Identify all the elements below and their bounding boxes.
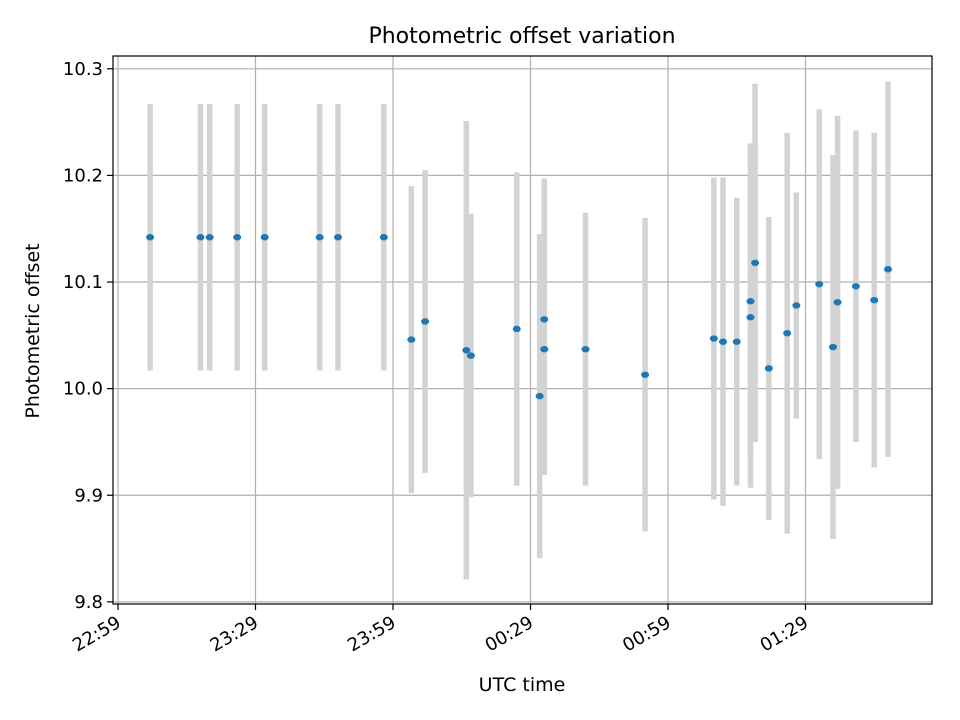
data-point [764,365,773,372]
data-point [146,234,155,241]
data-point [466,352,475,359]
y-tick-label: 10.1 [63,272,103,293]
data-point [540,316,549,323]
y-axis-ticks: 9.8 9.9 10.0 10.1 10.2 10.3 [63,59,113,613]
plot-frame [112,55,933,605]
data-point [512,325,521,333]
data-point [233,234,242,241]
x-tick-label: 01:29 [757,612,812,656]
x-tick-label: 23:29 [207,612,262,656]
data-point [719,338,727,345]
y-tick-label: 9.8 [74,592,103,613]
data-point [260,234,269,241]
data-point [535,392,544,400]
data-point [462,347,471,354]
data-point [870,296,879,304]
data-point [815,280,824,288]
data-point [709,335,718,342]
x-tick-label: 22:59 [69,612,124,656]
data-point [746,298,755,305]
y-tick-label: 10.3 [63,59,103,80]
data-point [407,336,416,343]
data-point [792,302,801,309]
data-point [315,234,324,241]
x-axis-ticks: 22:59 23:29 23:59 00:29 00:59 01:29 [69,604,812,656]
y-tick-label: 9.9 [74,485,103,506]
data-point [829,343,837,351]
data-point [540,345,549,353]
y-tick-label: 10.2 [63,165,103,186]
data-point [379,234,388,241]
x-tick-label: 23:59 [344,612,399,656]
data-point [833,299,842,306]
data-point [746,314,755,321]
data-point [641,371,650,378]
chart-title: Photometric offset variation [368,24,675,49]
data-point [205,234,214,241]
data-point [884,266,892,273]
y-tick-label: 10.0 [63,379,103,400]
data-point [196,234,205,241]
data-points [146,234,892,400]
data-point [581,345,590,353]
y-axis-label: Photometric offset [22,243,44,418]
x-tick-label: 00:29 [482,612,537,656]
data-point [421,318,430,325]
x-axis-label: UTC time [479,674,566,696]
data-point [334,234,342,241]
data-point [732,338,741,345]
data-point [783,329,792,337]
data-point [751,259,760,267]
x-tick-label: 00:59 [619,612,674,656]
data-point [851,283,860,290]
